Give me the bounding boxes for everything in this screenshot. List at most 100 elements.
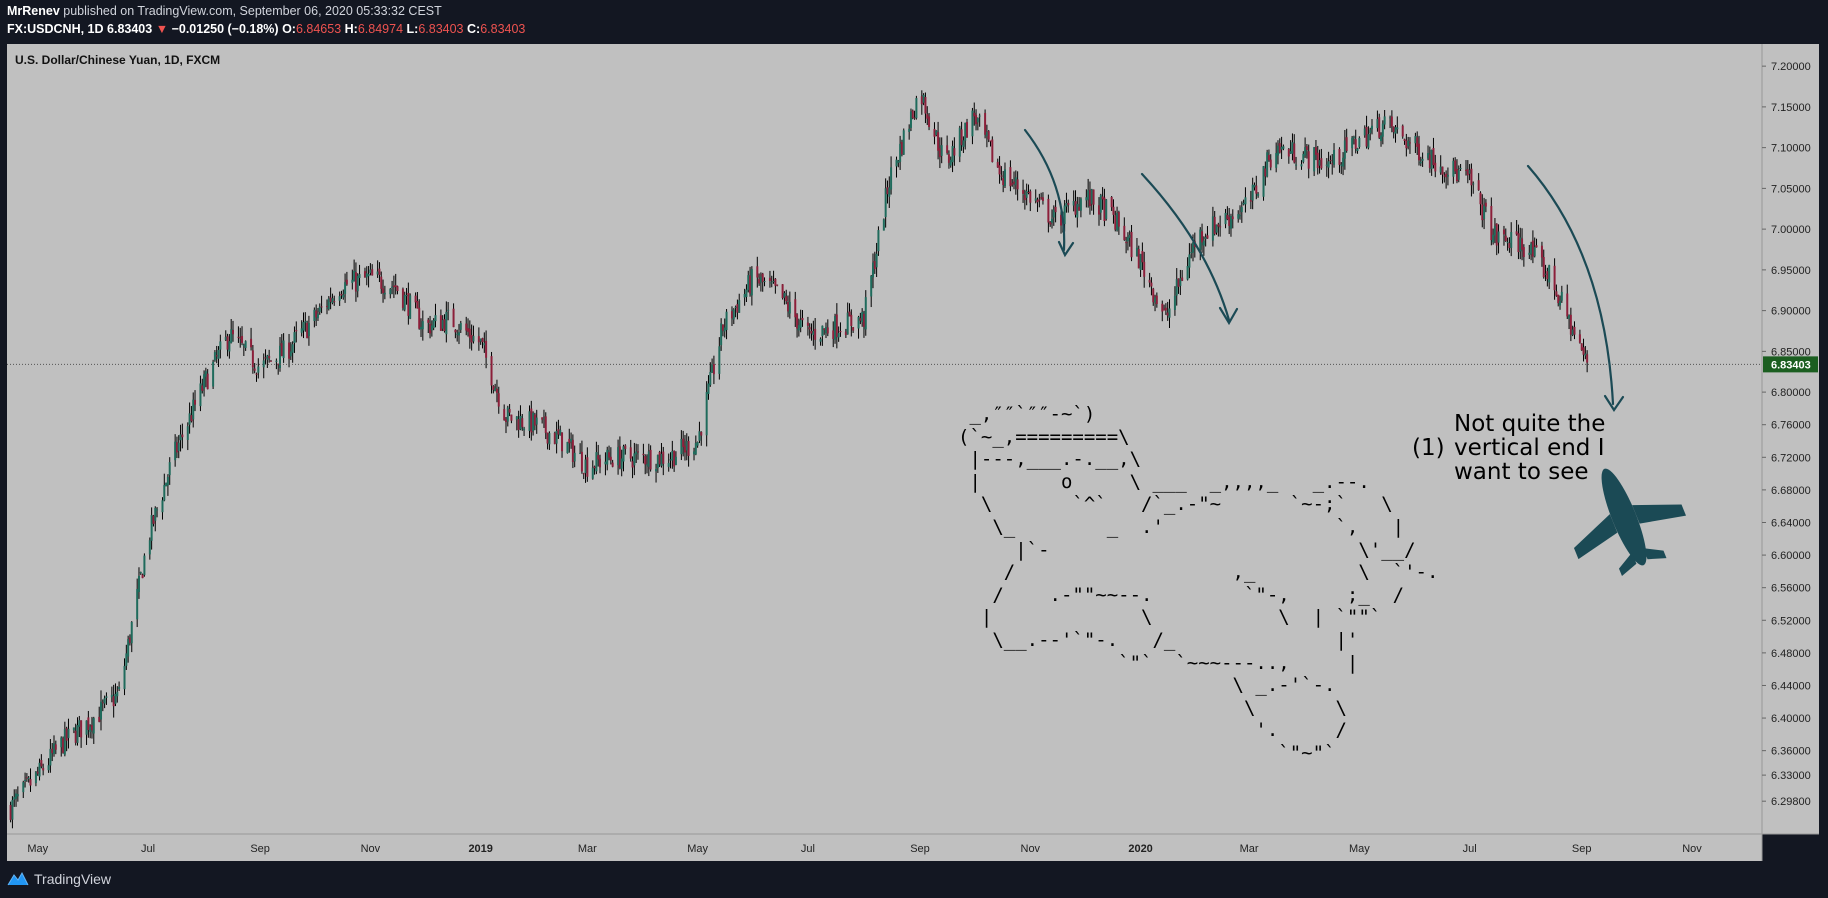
candle-body (316, 313, 319, 319)
tradingview-logo-icon[interactable] (7, 871, 29, 887)
y-tick-label: 7.00000 (1771, 224, 1811, 236)
candle-body (342, 294, 345, 298)
candle-body (186, 426, 189, 440)
candle-body (1060, 214, 1063, 226)
candle-body (1519, 237, 1522, 252)
candle-body (734, 306, 737, 308)
candle-body (401, 288, 404, 308)
x-tick-label: Sep (250, 843, 270, 855)
candle-body (434, 315, 437, 322)
time-axis[interactable] (7, 834, 1762, 861)
candle-body (848, 311, 851, 317)
candle-body (1329, 160, 1332, 162)
close-value: 6.83403 (480, 22, 526, 36)
candle-body (1515, 231, 1518, 235)
candle-body (22, 782, 25, 793)
x-tick-label: Nov (361, 843, 381, 855)
candle-body (477, 336, 480, 343)
candle-body (1289, 151, 1292, 154)
candle-body (1531, 240, 1534, 257)
candle-body (427, 319, 430, 323)
candle-body (1204, 237, 1207, 240)
price-chart[interactable]: 7.20000 7.15000 7.10000 7.05000 7.00000 6.950… (7, 44, 1819, 861)
candle-body (53, 743, 56, 754)
candle-body (1126, 237, 1129, 242)
candle-body (808, 327, 811, 330)
candle-body (1439, 166, 1442, 173)
candle-body (783, 292, 786, 298)
candle-body (1383, 116, 1386, 125)
candle-body (262, 360, 265, 368)
candle-body (1128, 234, 1131, 238)
price-axis[interactable] (1762, 44, 1819, 834)
y-tick-label: 6.44000 (1771, 680, 1811, 692)
candle-body (468, 328, 471, 339)
candle-body (15, 793, 18, 799)
candle-body (570, 438, 573, 442)
candle-body (365, 273, 368, 278)
candle-body (1483, 205, 1486, 220)
candle-body (255, 373, 258, 375)
candle-body (266, 355, 269, 360)
candle-body (1380, 135, 1383, 142)
candle-body (1016, 179, 1019, 190)
candle-body (937, 132, 940, 151)
candle-body (1117, 212, 1120, 227)
candle-body (964, 122, 967, 141)
candle-body (116, 691, 119, 697)
symbol-label[interactable]: FX:USDCNH, 1D (7, 22, 104, 36)
candle-body (275, 360, 278, 362)
candle-body (1333, 149, 1336, 165)
candle-body (168, 462, 171, 476)
candle-body (181, 434, 184, 438)
candle-body (1152, 288, 1155, 303)
candle-body (190, 415, 193, 422)
y-tick-label: 6.80000 (1771, 387, 1811, 399)
y-tick-label: 6.64000 (1771, 517, 1811, 529)
candle-body (241, 336, 244, 343)
y-tick-label: 6.56000 (1771, 583, 1811, 595)
candle-body (156, 509, 159, 511)
candle-body (1508, 242, 1511, 249)
candle-body (472, 335, 475, 342)
candle-body (177, 442, 180, 451)
candle-body (307, 322, 310, 337)
tradingview-brand[interactable]: TradingView (34, 871, 112, 887)
x-tick-label: Sep (1572, 843, 1592, 855)
candle-body (877, 230, 880, 252)
candle-body (890, 167, 893, 190)
candle-body (166, 476, 169, 486)
candle-body (1049, 222, 1052, 225)
candle-body (1291, 142, 1294, 154)
low-label: L: (406, 22, 419, 36)
candle-body (1257, 193, 1260, 196)
candle-body (794, 299, 797, 318)
candle-body (1318, 160, 1321, 166)
candle-body (65, 728, 68, 741)
candle-body (1239, 215, 1242, 217)
candle-body (490, 356, 493, 386)
candle-body (759, 276, 762, 283)
author-name[interactable]: MrRenev (7, 4, 60, 18)
y-tick-label: 6.36000 (1771, 746, 1811, 758)
candle-body (521, 418, 524, 428)
candle-body (660, 453, 663, 466)
candle-body (736, 304, 739, 313)
y-tick-label: 6.90000 (1771, 306, 1811, 318)
candle-body (1427, 153, 1430, 159)
candle-body (74, 730, 77, 743)
candle-body (130, 621, 133, 644)
candle-body (1390, 116, 1393, 127)
candle-body (430, 325, 433, 331)
candle-body (1251, 184, 1254, 201)
candle-body (846, 312, 849, 335)
candle-body (1137, 248, 1140, 269)
candle-body (1401, 125, 1404, 137)
candle-body (62, 738, 65, 753)
candle-body (1573, 326, 1576, 335)
candle-body (636, 451, 639, 453)
candle-body (1522, 247, 1525, 258)
candle-body (1504, 235, 1507, 242)
candle-body (139, 572, 142, 574)
candle-body (1027, 191, 1030, 193)
